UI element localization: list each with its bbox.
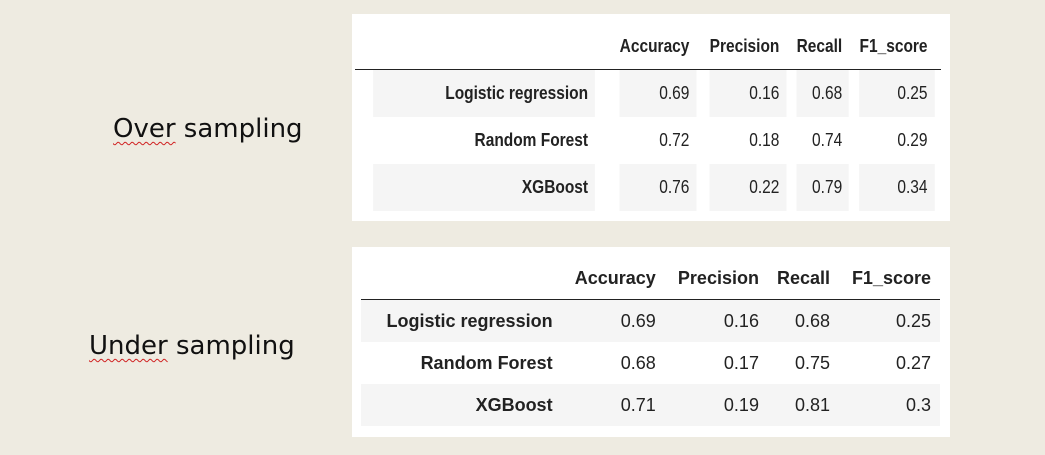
sampling-word: sampling [167,331,295,361]
accuracy-cell: 0.68 [620,352,656,373]
over-sampling-label: Over sampling [113,114,303,144]
accuracy-cell: 0.71 [561,384,665,426]
f1-score-cell: 0.25 [839,299,940,342]
under-sampling-results-panel: Accuracy Precision Recall F1_score Logis… [352,247,950,437]
over-sampling-results-table: Accuracy Precision Recall F1_score Logis… [355,24,941,211]
under-sampling-label: Under sampling [89,331,295,361]
row-header: XGBoost [373,164,595,211]
column-header-accuracy: Accuracy [619,36,690,56]
under-sampling-results-table: Accuracy Precision Recall F1_score Logis… [361,257,940,426]
precision-cell: 0.22 [708,164,786,211]
accuracy-cell: 0.72 [659,130,690,150]
recall-cell: 0.68 [796,69,850,117]
recall-cell: 0.79 [796,164,850,211]
f1-score-cell: 0.34 [859,164,935,211]
column-header-f1-score: F1_score [859,36,928,56]
header-row: Accuracy Precision Recall F1_score [355,24,941,70]
over-sampling-results-panel: Accuracy Precision Recall F1_score Logis… [352,14,950,221]
header-row: Accuracy Precision Recall F1_score [361,257,940,300]
f1-score-cell: 0.29 [897,130,928,150]
precision-cell: 0.16 [708,69,786,117]
recall-cell: 0.75 [795,352,831,373]
accuracy-cell: 0.76 [619,164,697,211]
row-header: Logistic regression [361,299,562,342]
over-word: Over [113,114,176,144]
precision-cell: 0.17 [723,352,759,373]
accuracy-cell: 0.69 [561,299,665,342]
corner-cell [361,257,562,300]
recall-cell: 0.74 [812,130,843,150]
table-row: Logistic regression 0.69 0.16 0.68 0.25 [361,299,940,342]
f1-score-cell: 0.27 [895,352,931,373]
table-row: XGBoost 0.71 0.19 0.81 0.3 [361,384,940,426]
precision-cell: 0.16 [664,299,768,342]
row-header: Logistic regression [373,69,595,117]
f1-score-cell: 0.25 [859,69,935,117]
row-header: Random Forest [474,130,589,150]
column-header-accuracy: Accuracy [574,267,656,288]
sampling-word: sampling [175,114,303,144]
row-header: XGBoost [361,384,562,426]
table-row: Logistic regression 0.69 0.16 0.68 0.25 [355,69,941,117]
table-row: Random Forest 0.68 0.17 0.75 0.27 [361,342,940,384]
precision-cell: 0.19 [664,384,768,426]
f1-score-cell: 0.3 [839,384,940,426]
row-header: Random Forest [420,352,553,373]
column-header-f1-score: F1_score [851,267,931,288]
accuracy-cell: 0.69 [619,69,697,117]
recall-cell: 0.68 [767,299,840,342]
column-header-precision: Precision [709,36,779,56]
under-word: Under [89,331,168,361]
table-row: XGBoost 0.76 0.22 0.79 0.34 [355,164,941,211]
recall-cell: 0.81 [767,384,840,426]
column-header-precision: Precision [677,267,759,288]
table-row: Random Forest 0.72 0.18 0.74 0.29 [355,117,941,164]
corner-cell [373,24,595,70]
precision-cell: 0.18 [748,130,779,150]
column-header-recall: Recall [777,267,831,288]
column-header-recall: Recall [796,36,843,56]
